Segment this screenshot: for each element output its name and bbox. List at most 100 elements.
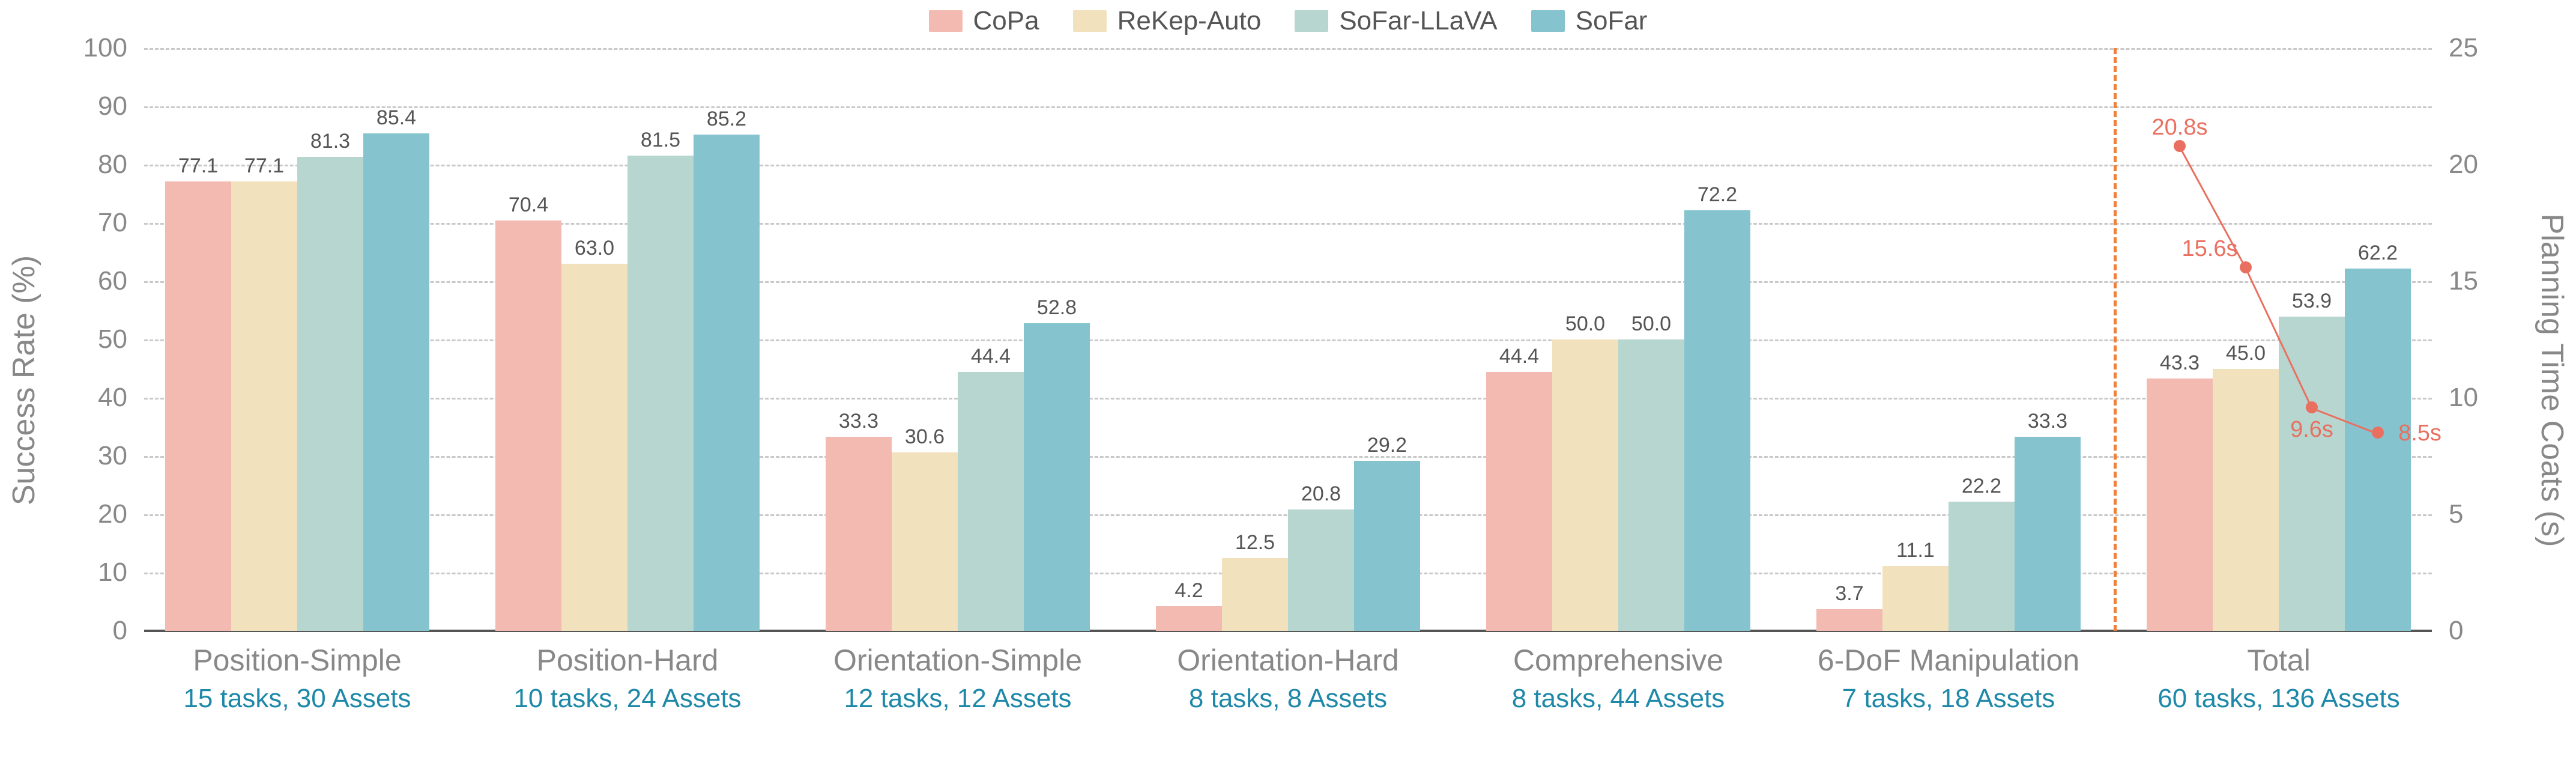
y-tick-left: 20 [98, 499, 144, 529]
timing-label: 15.6s [2182, 236, 2238, 262]
y-tick-left: 0 [113, 616, 144, 646]
bar [297, 157, 363, 631]
legend-swatch [1073, 10, 1107, 32]
y-tick-left: 30 [98, 441, 144, 471]
bar [1552, 339, 1618, 631]
bar [958, 372, 1024, 631]
category-subtitle: 12 tasks, 12 Assets [833, 684, 1082, 714]
bar [1816, 609, 1882, 631]
legend-swatch [1531, 10, 1565, 32]
timing-label: 9.6s [2290, 417, 2333, 443]
timing-marker [2306, 401, 2318, 413]
bar-value-label: 33.3 [2000, 410, 2096, 433]
timing-marker [2174, 140, 2186, 152]
timing-marker [2240, 261, 2252, 273]
y-tick-left: 10 [98, 558, 144, 588]
bar [495, 220, 561, 631]
y-tick-right: 0 [2432, 616, 2463, 646]
bar-value-label: 70.4 [480, 193, 576, 217]
category-subtitle: 8 tasks, 8 Assets [1177, 684, 1399, 714]
legend-label: CoPa [973, 6, 1039, 36]
bar [1288, 509, 1354, 631]
bar [627, 156, 694, 631]
y-axis-left-label: Success Rate (%) [6, 255, 42, 505]
category-name: Orientation-Simple [833, 643, 1082, 678]
timing-label: 8.5s [2398, 421, 2441, 446]
category-subtitle: 15 tasks, 30 Assets [183, 684, 411, 714]
y-tick-left: 50 [98, 324, 144, 354]
bar-value-label: 29.2 [1339, 434, 1435, 457]
y-tick-left: 40 [98, 383, 144, 413]
timing-marker [2372, 427, 2384, 439]
y-tick-right: 10 [2432, 383, 2478, 413]
category-subtitle: 8 tasks, 44 Assets [1512, 684, 1725, 714]
bar [694, 135, 760, 631]
bar [1156, 606, 1222, 631]
legend-label: SoFar-LLaVA [1339, 6, 1497, 36]
bar [363, 133, 429, 631]
y-tick-left: 60 [98, 266, 144, 296]
bar [561, 264, 627, 631]
section-divider [2114, 48, 2117, 631]
legend-swatch [1295, 10, 1328, 32]
legend-item: CoPa [929, 6, 1039, 36]
y-tick-left: 70 [98, 208, 144, 238]
y-tick-right: 25 [2432, 33, 2478, 63]
category-label: 6-DoF Manipulation7 tasks, 18 Assets [1818, 643, 2079, 714]
grid-line [144, 339, 2432, 341]
grid-line [144, 456, 2432, 458]
category-subtitle: 60 tasks, 136 Assets [2157, 684, 2400, 714]
y-tick-left: 100 [83, 33, 144, 63]
y-tick-right: 5 [2432, 499, 2463, 529]
bar [2147, 378, 2213, 631]
bar-value-label: 85.2 [679, 108, 775, 131]
legend-item: SoFar [1531, 6, 1648, 36]
bar [165, 181, 231, 631]
bar [1222, 558, 1288, 631]
bar [1354, 461, 1420, 631]
category-label: Orientation-Simple 12 tasks, 12 Assets [833, 643, 1082, 714]
legend-swatch [929, 10, 963, 32]
bar-value-label: 85.4 [348, 106, 444, 130]
category-label: Position-Simple 15 tasks, 30 Assets [183, 643, 411, 714]
category-name: Position-Simple [183, 643, 411, 678]
category-label: Comprehensive8 tasks, 44 Assets [1512, 643, 1725, 714]
bar-value-label: 52.8 [1009, 296, 1105, 320]
bar-value-label: 72.2 [1669, 183, 1765, 207]
grid-line [144, 106, 2432, 108]
bar [1882, 566, 1949, 631]
bar [2015, 437, 2081, 631]
timing-label: 20.8s [2152, 115, 2208, 141]
category-subtitle: 7 tasks, 18 Assets [1818, 684, 2079, 714]
bar [1024, 323, 1090, 631]
category-label: Position-Hard 10 tasks, 24 Assets [513, 643, 741, 714]
bar [826, 437, 892, 631]
chart-container: CoPa ReKep-Auto SoFar-LLaVA SoFar Success R… [0, 0, 2576, 760]
bar [2279, 317, 2345, 631]
y-tick-right: 15 [2432, 266, 2478, 296]
grid-line [144, 48, 2432, 50]
plot-area: 0102030405060708090100051015202577.177.1… [144, 48, 2432, 631]
grid-line [144, 165, 2432, 166]
bar [1684, 210, 1750, 631]
bar [2345, 269, 2411, 631]
category-name: Orientation-Hard [1177, 643, 1399, 678]
bar [892, 452, 958, 631]
bar [2213, 369, 2279, 631]
bar [1486, 372, 1552, 631]
y-tick-left: 90 [98, 91, 144, 121]
bar [231, 181, 297, 631]
category-name: Position-Hard [513, 643, 741, 678]
y-axis-right-label: Planning Time Coats (s) [2534, 213, 2570, 547]
category-subtitle: 10 tasks, 24 Assets [513, 684, 741, 714]
legend-item: ReKep-Auto [1073, 6, 1262, 36]
grid-line [144, 398, 2432, 400]
y-tick-right: 20 [2432, 150, 2478, 180]
legend-label: ReKep-Auto [1117, 6, 1262, 36]
grid-line [144, 281, 2432, 283]
legend-label: SoFar [1576, 6, 1648, 36]
category-label: Total60 tasks, 136 Assets [2157, 643, 2400, 714]
legend: CoPa ReKep-Auto SoFar-LLaVA SoFar [0, 6, 2576, 38]
bar-value-label: 62.2 [2330, 242, 2426, 265]
bar [1949, 502, 2015, 631]
